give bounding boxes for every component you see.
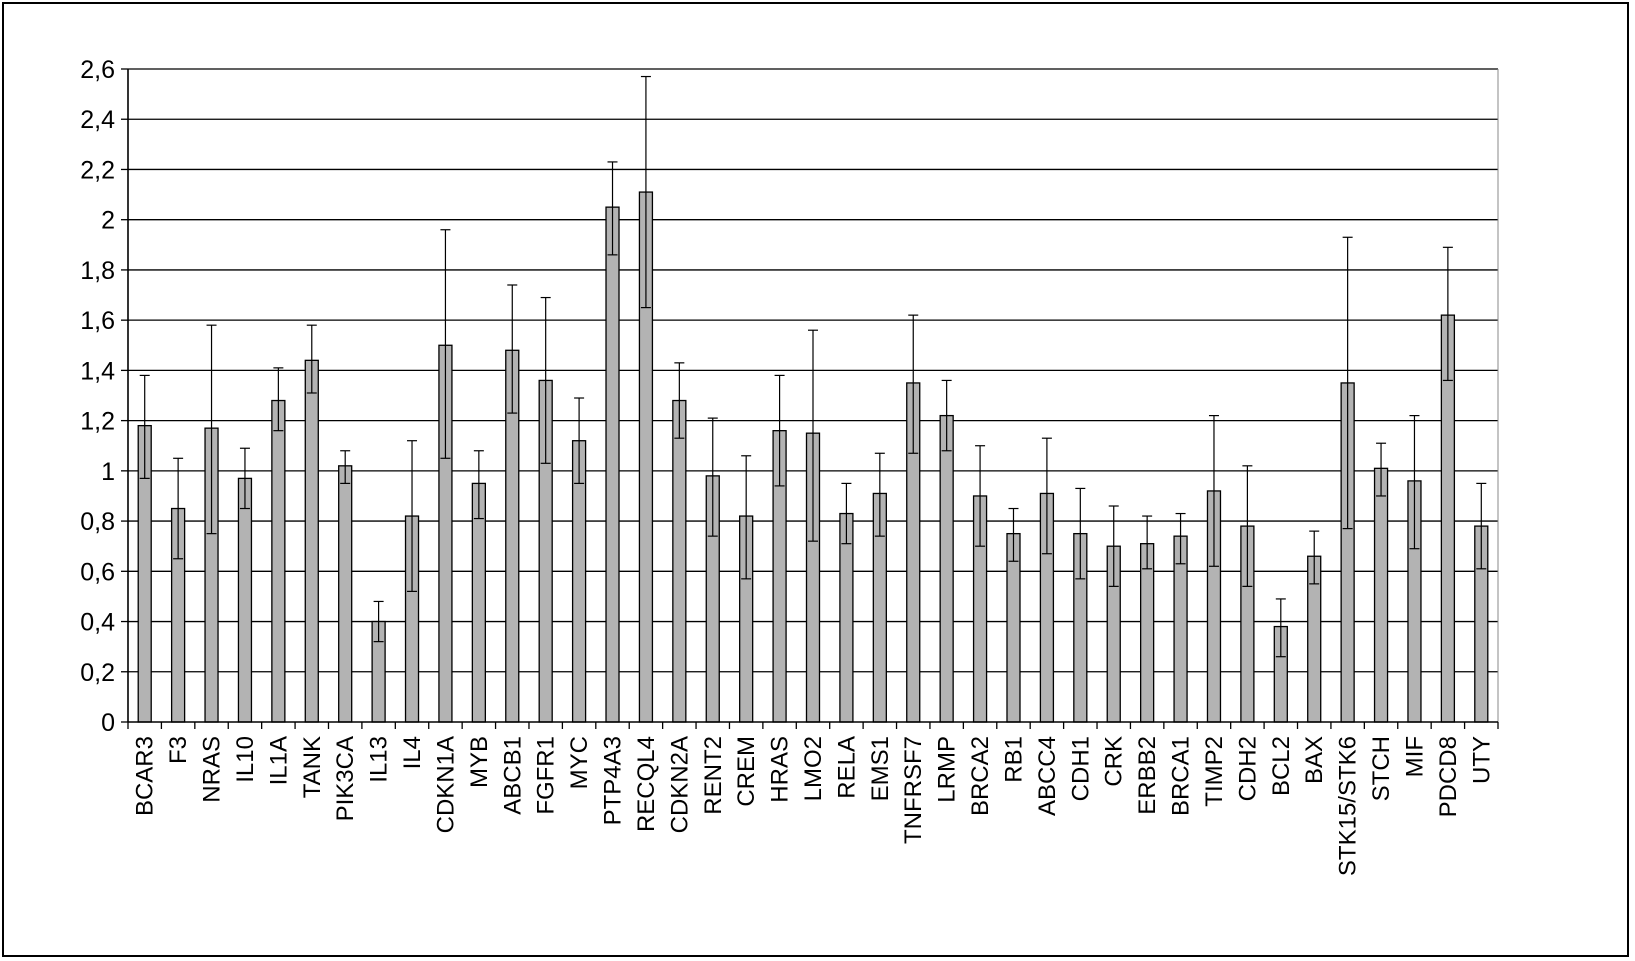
bar-chart: 0 0,2 0,4 0,6 0,8 1 1,2 1,4 1,6 1,8 2 2,2 2,4 2,6 BCA… [80,56,1499,876]
x-tick-label: TIMP2 [1201,736,1228,807]
x-tick-label: NRAS [199,736,226,803]
x-category-labels: BCAR3 F3 NRAS IL10 IL1A TANK PIK3CA IL13 IL4 CDKN… [132,736,1496,876]
x-tick-label: LMO2 [800,736,827,801]
x-tick-label: TANK [299,736,326,798]
x-tick-label: CDKN1A [432,736,459,833]
x-tick-label: RECQL4 [633,736,660,832]
bar-cdkn2a [672,399,687,723]
bar-rela [839,512,854,723]
y-tick-label: 0,6 [80,558,115,586]
x-tick-label: MYB [466,736,493,788]
y-tick-label: 2,4 [80,106,115,134]
x-tick-label: BRCA1 [1168,736,1195,816]
axes [121,68,1499,729]
x-tick-label: CDH1 [1067,736,1094,801]
x-tick-label: CDKN2A [666,736,693,833]
y-tick-label: 2,2 [80,156,115,184]
y-tick-label: 1 [101,458,115,486]
bar-lrmp [939,414,954,723]
x-tick-label: LRMP [934,736,961,803]
y-tick-label: 0,8 [80,508,115,536]
x-tick-label: IL13 [366,736,393,783]
bar-tank [304,359,319,723]
x-tick-label: RENT2 [700,736,727,815]
bar-erbb2 [1139,543,1155,723]
y-tick-label: 1,2 [80,408,115,436]
x-tick-label: HRAS [767,736,794,803]
x-tick-label: STCH [1368,736,1395,801]
y-tick-label: 0,2 [80,659,115,687]
x-tick-label: PIK3CA [332,736,359,821]
x-tick-label: UTY [1468,736,1495,784]
bar-pik3ca [338,465,353,723]
x-tick-label: BRCA2 [967,736,994,816]
y-tick-label: 0,4 [80,609,115,637]
x-tick-label: PTP4A3 [600,736,627,825]
x-tick-label: CREM [733,736,760,807]
x-tick-label: EMS1 [867,736,894,801]
y-tick-label: 0 [101,709,115,737]
y-tick-label: 1,4 [80,357,115,385]
x-tick-label: PDCD8 [1435,736,1462,817]
error-bars [139,75,1487,658]
x-tick-label: FGFR1 [533,736,560,815]
y-tick-labels: 0 0,2 0,4 0,6 0,8 1 1,2 1,4 1,6 1,8 2 2,2 2,4 2,6 [80,56,115,737]
y-tick-label: 1,8 [80,257,115,285]
bar-il1a [271,399,286,723]
x-tick-label: BCAR3 [132,736,159,816]
y-tick-label: 1,6 [80,307,115,335]
x-tick-label: ABCB1 [499,736,526,815]
x-tick-label: STK15/STK6 [1335,736,1362,876]
bar-stch [1373,467,1389,723]
y-tick-label: 2 [101,207,115,235]
x-tick-label: CRK [1101,736,1128,787]
x-tick-label: CDH2 [1234,736,1261,801]
bar-rb1 [1006,532,1021,723]
x-tick-label: RELA [833,736,860,799]
x-tick-label: IL10 [232,736,259,783]
y-tick-label: 2,6 [80,56,115,84]
bar-ptp4a3 [605,206,620,723]
x-tick-label: MYC [566,736,593,789]
x-tick-label: RB1 [1000,736,1027,783]
x-tick-label: ERBB2 [1134,736,1161,815]
x-tick-label: BAX [1301,736,1328,784]
x-tick-label: F3 [165,736,192,764]
x-tick-label: IL1A [265,736,292,785]
x-tick-label: IL4 [399,736,426,769]
x-tick-label: BCL2 [1268,736,1295,796]
bars [137,191,1489,723]
bar-il10 [237,477,253,723]
x-tick-label: TNFRSF7 [900,736,927,844]
x-tick-label: MIF [1401,736,1428,777]
x-tick-label: ABCC4 [1034,736,1061,816]
bar-myb [471,482,487,723]
